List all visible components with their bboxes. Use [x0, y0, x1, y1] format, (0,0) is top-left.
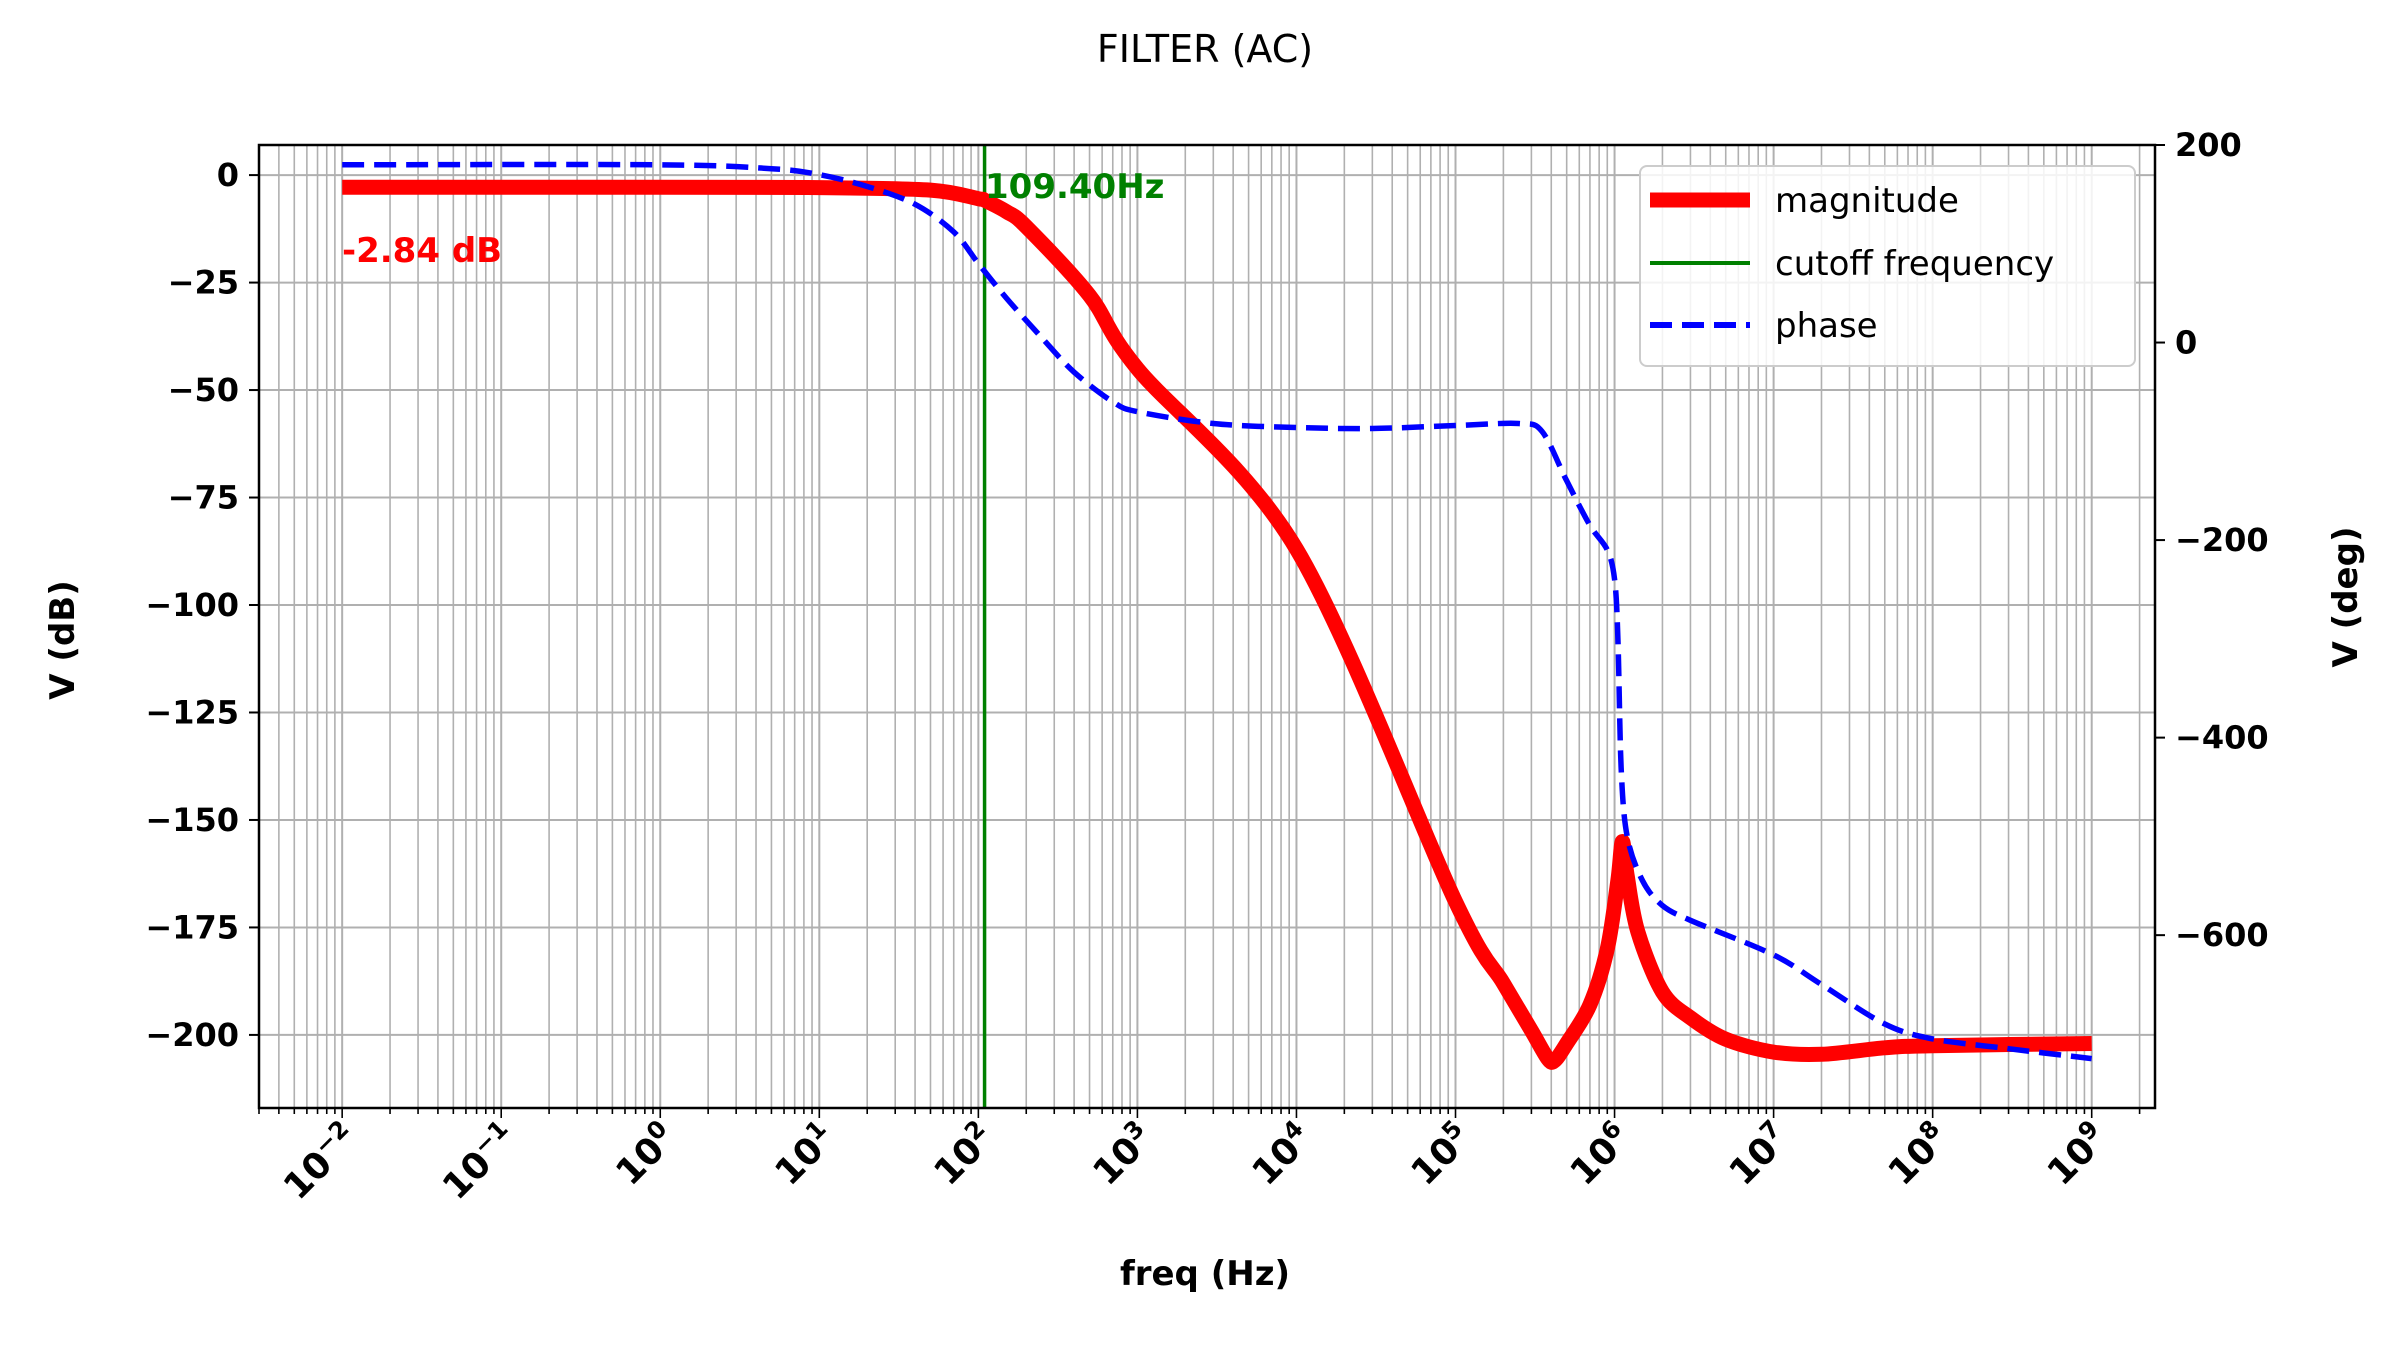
x-tick-label: 101	[765, 1115, 844, 1194]
chart-title: FILTER (AC)	[1097, 27, 1313, 71]
y-left-tick-label: −50	[168, 371, 239, 409]
plot-frame	[257, 143, 2157, 1110]
legend-label-magnitude: magnitude	[1775, 181, 1959, 221]
y-left-tick-label: −25	[168, 264, 239, 302]
cutoff-frequency-label: 109.40Hz	[985, 167, 1164, 207]
series-line-magnitude	[342, 179, 2092, 1070]
x-tick-label: 100	[606, 1115, 685, 1194]
y-right-tick-label: −400	[2175, 719, 2269, 757]
axes	[257, 143, 2157, 1110]
legend-label-cutoff-frequency: cutoff frequency	[1775, 244, 2054, 284]
series-line-phase	[342, 161, 2093, 1062]
x-tick-label: 103	[1083, 1115, 1162, 1194]
y-left-tick-label: −75	[168, 479, 239, 517]
y-right-tick-label: −200	[2175, 521, 2269, 559]
legend-label-phase: phase	[1775, 306, 1878, 346]
x-tick-label: 108	[1878, 1115, 1957, 1194]
y-left-tick-label: 0	[217, 156, 239, 194]
legend-box	[1639, 165, 2136, 367]
series-layer	[342, 145, 2093, 1108]
x-tick-label: 109	[2037, 1115, 2116, 1194]
y-right-tick-label: −600	[2175, 916, 2269, 954]
y-left-tick-label: −150	[145, 801, 239, 839]
y-left-tick-label: −125	[145, 693, 239, 731]
x-tick-label: 10−1	[432, 1115, 525, 1208]
x-tick-label: 102	[924, 1115, 1003, 1194]
x-tick-label: 10−2	[273, 1115, 366, 1208]
x-tick-label: 107	[1719, 1115, 1798, 1194]
dc-gain-label: -2.84 dB	[342, 231, 502, 271]
y-left-tick-label: −100	[145, 586, 239, 624]
x-tick-label: 106	[1560, 1115, 1639, 1194]
x-tick-label: 104	[1242, 1115, 1321, 1194]
y-axis-left-label: V (dB)	[43, 580, 83, 699]
y-left-tick-label: −200	[145, 1016, 239, 1054]
y-left-tick-label: −175	[145, 908, 239, 946]
y-axis-right-label: V (deg)	[2326, 527, 2366, 668]
y-right-tick-label: 200	[2175, 126, 2242, 164]
x-tick-label: 105	[1401, 1115, 1480, 1194]
y-right-tick-label: 0	[2175, 324, 2197, 362]
legend: magnitude cutoff frequency phase	[1639, 165, 2136, 367]
x-axis-label: freq (Hz)	[1120, 1254, 1290, 1294]
